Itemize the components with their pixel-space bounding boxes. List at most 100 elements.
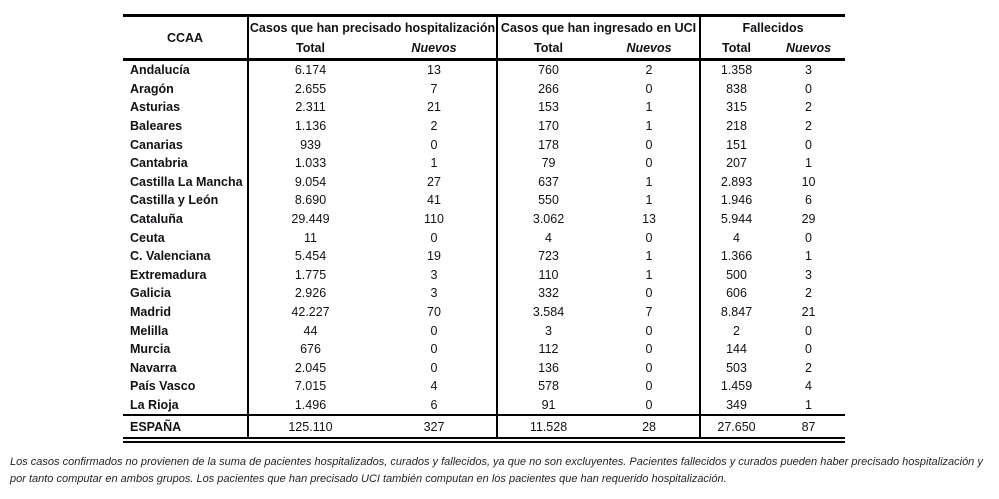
ccaa-cell: Asturias [130,100,181,115]
table-row: Navarra 2.045 0 136 0 503 2 [123,358,845,378]
uci-nuevos-cell: 2 [645,63,653,78]
uci-nuevos-cell: 0 [645,137,653,152]
ccaa-cell: Andalucía [130,63,190,78]
fall-nuevos-cell: 29 [801,212,816,227]
table-row: La Rioja 1.496 6 91 0 349 1 [123,395,845,416]
hosp-total-cell: 6.174 [247,59,372,80]
uci-total-cell: 723 [496,246,600,266]
fall-nuevos-cell: 2 [805,100,812,115]
fall-total-cell: 1.946 [699,191,773,210]
uci-nuevos-cell: 1 [645,249,653,264]
sub-header-row: Total Nuevos Total Nuevos Total Nuevos [123,38,846,61]
hosp-nuevos-cell: 3 [430,267,438,282]
fall-total-cell: 349 [699,395,773,416]
hosp-total-cell: 42.227 [247,302,372,322]
hosp-total-cell: 676 [247,339,372,359]
hosp-total-cell: 8.690 [247,191,372,210]
hosp-nuevos-cell: 13 [427,63,441,78]
hosp-total-cell: 2.311 [247,98,372,117]
ccaa-column-header: CCAA [123,15,248,61]
total-hosp-nuevos-cell: 327 [372,414,498,444]
fall-nuevos-cell: 0 [805,323,812,338]
hosp-nuevos-cell: 6 [430,397,438,412]
total-fall-nuevos-cell: 87 [772,414,846,444]
ccaa-cell: Canarias [130,137,183,152]
table-row: Extremadura 1.775 3 110 1 500 3 [123,265,845,285]
uci-nuevos-cell: 0 [645,230,653,245]
group-header-uci: Casos que han ingresado en UCI [496,15,701,38]
fall-nuevos-cell: 2 [805,286,812,301]
hosp-nuevos-cell: 3 [430,286,438,301]
fall-total-cell: 218 [699,116,773,136]
uci-total-cell: 3.584 [496,302,600,322]
hosp-total-cell: 2.926 [247,284,372,303]
total-row-label: ESPAÑA [123,414,248,444]
uci-total-cell: 3 [496,321,600,340]
fall-nuevos-cell: 0 [805,342,812,357]
ccaa-cell: Galicia [130,286,171,301]
uci-total-cell: 112 [496,339,600,359]
uci-total-header: Total [496,38,600,61]
fall-nuevos-cell: 1 [805,156,812,171]
total-uci-nuevos-cell: 28 [599,414,701,444]
uci-total-cell: 178 [496,135,600,154]
uci-nuevos-cell: 1 [645,174,653,189]
fall-total-cell: 503 [699,358,773,378]
uci-total-cell: 91 [496,395,600,416]
hosp-nuevos-cell: 0 [430,360,438,375]
ccaa-cell: Castilla y León [130,193,219,208]
table-row: C. Valenciana 5.454 19 723 1 1.366 1 [123,246,845,266]
hosp-total-cell: 939 [247,135,372,154]
hosp-total-cell: 1.775 [247,265,372,285]
fall-nuevos-header: Nuevos [772,38,846,61]
hosp-nuevos-cell: 0 [430,323,438,338]
ccaa-cell: Navarra [130,360,177,375]
uci-nuevos-cell: 0 [645,323,653,338]
uci-total-cell: 332 [496,284,600,303]
fall-total-cell: 606 [699,284,773,303]
hosp-total-cell: 5.454 [247,246,372,266]
hosp-nuevos-cell: 27 [427,174,441,189]
uci-total-cell: 110 [496,265,600,285]
fall-nuevos-cell: 0 [805,230,812,245]
fall-total-cell: 500 [699,265,773,285]
table-row: Aragón 2.655 7 266 0 838 0 [123,79,845,99]
uci-total-cell: 760 [496,59,600,80]
fall-nuevos-cell: 3 [805,267,812,282]
hosp-total-header: Total [247,38,372,61]
fall-nuevos-cell: 0 [805,137,812,152]
fall-nuevos-cell: 10 [801,174,816,189]
fall-nuevos-cell: 4 [805,379,812,394]
table-row: Baleares 1.136 2 170 1 218 2 [123,116,845,136]
fall-nuevos-cell: 6 [805,193,812,208]
uci-total-cell: 637 [496,172,600,192]
uci-nuevos-cell: 0 [645,286,653,301]
hosp-total-cell: 2.045 [247,358,372,378]
uci-total-cell: 153 [496,98,600,117]
table-row: País Vasco 7.015 4 578 0 1.459 4 [123,377,845,396]
hosp-nuevos-cell: 70 [427,305,441,320]
fall-nuevos-cell: 1 [805,249,812,264]
hosp-total-cell: 11 [247,228,372,247]
table-row: Ceuta 11 0 4 0 4 0 [123,228,845,247]
total-hosp-total-cell: 125.110 [247,414,372,444]
fall-total-cell: 1.459 [699,377,773,396]
fall-total-cell: 207 [699,153,773,173]
ccaa-cell: Castilla La Mancha [130,174,243,189]
table-body: Andalucía 6.174 13 760 2 1.358 3 Aragón 2.655 7 26… [123,59,845,416]
group-header-hospitalizacion: Casos que han precisado hospitalización [246,15,498,38]
fall-nuevos-cell: 2 [805,119,812,134]
fall-total-cell: 2.893 [699,172,773,192]
hosp-total-cell: 9.054 [247,172,372,192]
table-row: Castilla y León 8.690 41 550 1 1.946 6 [123,191,845,210]
hosp-nuevos-cell: 19 [427,249,441,264]
uci-nuevos-cell: 0 [645,156,653,171]
hosp-nuevos-cell: 4 [430,379,438,394]
table-row: Galicia 2.926 3 332 0 606 2 [123,284,845,303]
uci-nuevos-cell: 1 [645,100,653,115]
total-uci-total-cell: 11.528 [496,414,600,444]
uci-nuevos-cell: 1 [645,267,653,282]
fall-nuevos-cell: 3 [805,63,812,78]
ccaa-cell: País Vasco [130,379,196,394]
